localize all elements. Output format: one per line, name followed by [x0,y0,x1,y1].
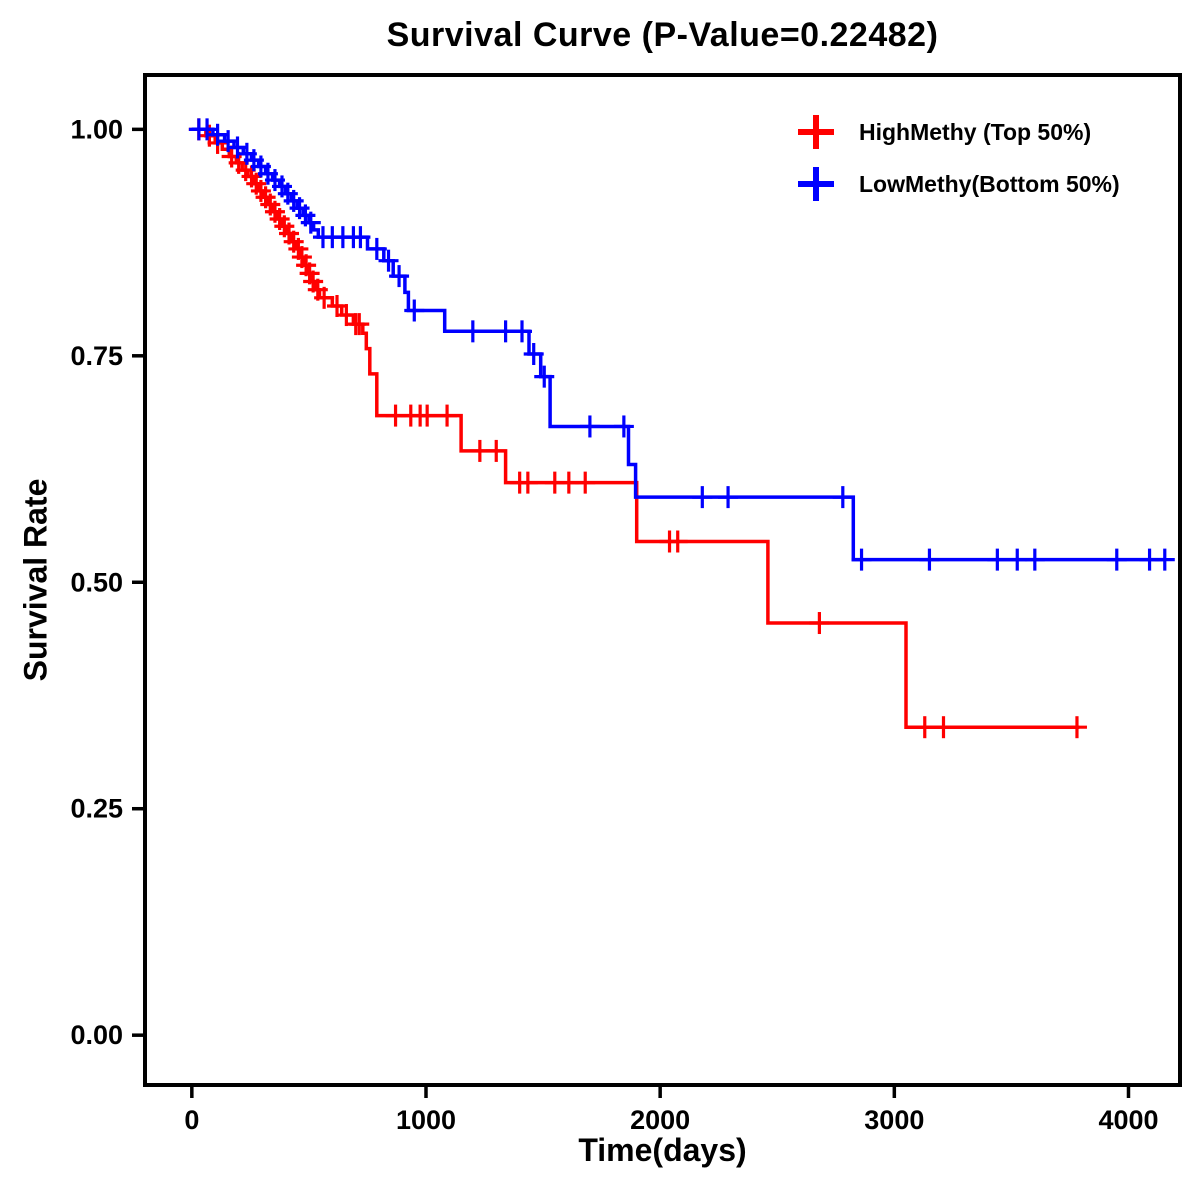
y-tick-label: 1.00 [70,114,123,144]
x-tick-label: 2000 [630,1105,690,1135]
legend: HighMethy (Top 50%) LowMethy(Bottom 50%) [795,110,1120,206]
x-tick-label: 0 [184,1105,199,1135]
y-axis-label: Survival Rate [17,478,54,682]
legend-item-highmethy: HighMethy (Top 50%) [795,110,1120,154]
x-tick-label: 4000 [1098,1105,1158,1135]
legend-plus-icon-lowmethy [798,167,834,201]
x-axis-label: Time(days) [578,1132,747,1168]
km-curve-highmethy [191,127,1080,729]
x-tick-label: 3000 [864,1105,924,1135]
legend-item-lowmethy: LowMethy(Bottom 50%) [795,162,1120,206]
legend-label-lowmethy: LowMethy(Bottom 50%) [859,170,1120,197]
y-tick-label: 0.00 [70,1020,123,1050]
legend-label-highmethy: HighMethy (Top 50%) [859,118,1092,145]
legend-plus-icon-highmethy [798,115,834,149]
y-tick-label: 0.25 [70,794,123,824]
chart-title: Survival Curve (P-Value=0.22482) [386,16,939,54]
plot-border [143,73,1182,1087]
y-tick-label: 0.50 [70,567,123,597]
x-tick-label: 1000 [396,1105,456,1135]
y-tick-label: 0.75 [70,341,123,371]
